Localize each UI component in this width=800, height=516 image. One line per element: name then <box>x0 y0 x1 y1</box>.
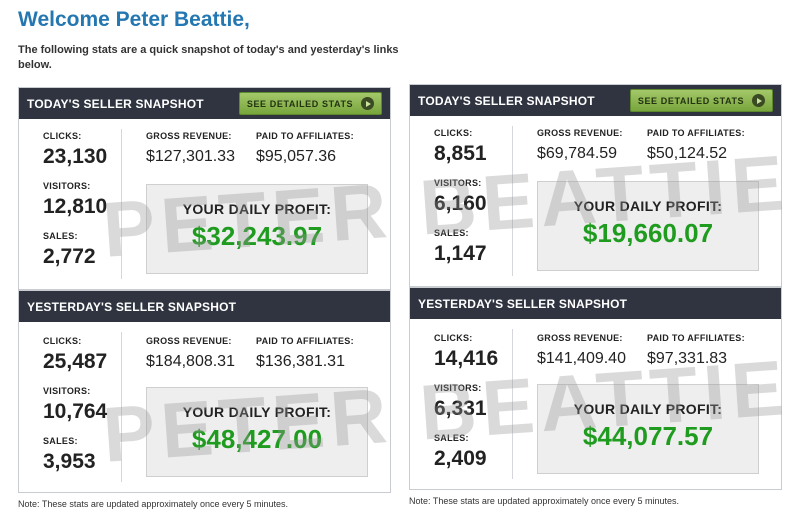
button-label: SEE DETAILED STATS <box>637 95 745 106</box>
button-label: SEE DETAILED STATS <box>246 98 354 109</box>
paid-to-affiliates-label: PAID TO AFFILIATES: <box>256 131 354 141</box>
today-snapshot-panel: TODAY'S SELLER SNAPSHOT SEE DETAILED STA… <box>409 84 782 287</box>
column-divider <box>121 129 122 279</box>
panel-title: TODAY'S SELLER SNAPSHOT <box>27 96 204 111</box>
panel-body: CLICKS: 14,416 VISITORS: 6,331 SALES: 2,… <box>410 319 781 489</box>
panel-header: YESTERDAY'S SELLER SNAPSHOT <box>410 288 781 319</box>
update-note: Note: These stats are updated approximat… <box>18 499 288 509</box>
sales-label: SALES: <box>43 436 78 446</box>
paid-to-affiliates-label: PAID TO AFFILIATES: <box>647 333 745 343</box>
sales-label: SALES: <box>434 433 469 443</box>
visitors-value: 6,331 <box>434 397 487 420</box>
gross-revenue-label: GROSS REVENUE: <box>146 336 232 346</box>
play-circle-icon <box>361 97 375 110</box>
sales-value: 3,953 <box>43 450 96 473</box>
daily-profit-label: YOUR DAILY PROFIT: <box>182 201 332 217</box>
visitors-value: 6,160 <box>434 192 487 215</box>
daily-profit-value: $44,077.57 <box>582 421 714 451</box>
visitors-label: VISITORS: <box>434 178 482 188</box>
panel-body: CLICKS: 23,130 VISITORS: 12,810 SALES: 2… <box>19 119 390 289</box>
see-detailed-stats-button[interactable]: SEE DETAILED STATS <box>239 92 382 115</box>
panel-header: YESTERDAY'S SELLER SNAPSHOT <box>19 291 390 322</box>
paid-to-affiliates-value: $95,057.36 <box>256 148 337 165</box>
sales-value: 1,147 <box>434 242 487 265</box>
gross-revenue-label: GROSS REVENUE: <box>146 131 232 141</box>
paid-to-affiliates-value: $50,124.52 <box>647 145 728 162</box>
clicks-value: 25,487 <box>43 350 108 373</box>
visitors-label: VISITORS: <box>43 386 91 396</box>
daily-profit-box: YOUR DAILY PROFIT: $48,427.00 <box>146 387 368 477</box>
gross-revenue-value: $141,409.40 <box>537 350 626 367</box>
clicks-label: CLICKS: <box>434 128 473 138</box>
intro-text: The following stats are a quick snapshot… <box>18 44 399 71</box>
gross-revenue-value: $69,784.59 <box>537 145 618 162</box>
gross-revenue-value: $127,301.33 <box>146 148 235 165</box>
column-divider <box>512 329 513 479</box>
panel-title: YESTERDAY'S SELLER SNAPSHOT <box>418 296 628 311</box>
daily-profit-value: $32,243.97 <box>191 221 323 251</box>
daily-profit-label: YOUR DAILY PROFIT: <box>182 404 332 420</box>
yesterday-snapshot-panel: YESTERDAY'S SELLER SNAPSHOT CLICKS: 14,4… <box>409 287 782 490</box>
paid-to-affiliates-label: PAID TO AFFILIATES: <box>647 128 745 138</box>
stats-column-left: TODAY'S SELLER SNAPSHOT SEE DETAILED STA… <box>18 87 391 509</box>
daily-profit-value: $19,660.07 <box>582 218 714 248</box>
column-divider <box>512 126 513 276</box>
clicks-value: 23,130 <box>43 145 108 168</box>
clicks-value: 14,416 <box>434 347 499 370</box>
column-divider <box>121 332 122 482</box>
clicks-label: CLICKS: <box>434 333 473 343</box>
play-circle-icon <box>752 94 766 107</box>
visitors-value: 12,810 <box>43 195 108 218</box>
visitors-label: VISITORS: <box>43 181 91 191</box>
visitors-label: VISITORS: <box>434 383 482 393</box>
visitors-value: 10,764 <box>43 400 108 423</box>
paid-to-affiliates-value: $97,331.83 <box>647 350 728 367</box>
gross-revenue-label: GROSS REVENUE: <box>537 333 623 343</box>
daily-profit-box: YOUR DAILY PROFIT: $32,243.97 <box>146 184 368 274</box>
panel-body: CLICKS: 8,851 VISITORS: 6,160 SALES: 1,1… <box>410 116 781 286</box>
sales-label: SALES: <box>43 231 78 241</box>
daily-profit-value: $48,427.00 <box>191 424 323 454</box>
clicks-label: CLICKS: <box>43 131 82 141</box>
paid-to-affiliates-value: $136,381.31 <box>256 353 345 370</box>
gross-revenue-label: GROSS REVENUE: <box>537 128 623 138</box>
update-note: Note: These stats are updated approximat… <box>409 496 679 506</box>
yesterday-snapshot-panel: YESTERDAY'S SELLER SNAPSHOT CLICKS: 25,4… <box>18 290 391 493</box>
sales-label: SALES: <box>434 228 469 238</box>
see-detailed-stats-button[interactable]: SEE DETAILED STATS <box>630 89 773 112</box>
today-snapshot-panel: TODAY'S SELLER SNAPSHOT SEE DETAILED STA… <box>18 87 391 290</box>
panel-body: CLICKS: 25,487 VISITORS: 10,764 SALES: 3… <box>19 322 390 492</box>
sales-value: 2,409 <box>434 447 487 470</box>
daily-profit-box: YOUR DAILY PROFIT: $19,660.07 <box>537 181 759 271</box>
panel-title: YESTERDAY'S SELLER SNAPSHOT <box>27 299 237 314</box>
daily-profit-label: YOUR DAILY PROFIT: <box>573 198 723 214</box>
welcome-heading: Welcome Peter Beattie, <box>18 8 250 31</box>
daily-profit-box: YOUR DAILY PROFIT: $44,077.57 <box>537 384 759 474</box>
panel-title: TODAY'S SELLER SNAPSHOT <box>418 93 595 108</box>
panel-header: TODAY'S SELLER SNAPSHOT SEE DETAILED STA… <box>19 88 390 119</box>
daily-profit-label: YOUR DAILY PROFIT: <box>573 401 723 417</box>
gross-revenue-value: $184,808.31 <box>146 353 235 370</box>
panel-header: TODAY'S SELLER SNAPSHOT SEE DETAILED STA… <box>410 85 781 116</box>
paid-to-affiliates-label: PAID TO AFFILIATES: <box>256 336 354 346</box>
stats-column-right: TODAY'S SELLER SNAPSHOT SEE DETAILED STA… <box>409 84 782 506</box>
clicks-label: CLICKS: <box>43 336 82 346</box>
clicks-value: 8,851 <box>434 142 487 165</box>
sales-value: 2,772 <box>43 245 96 268</box>
